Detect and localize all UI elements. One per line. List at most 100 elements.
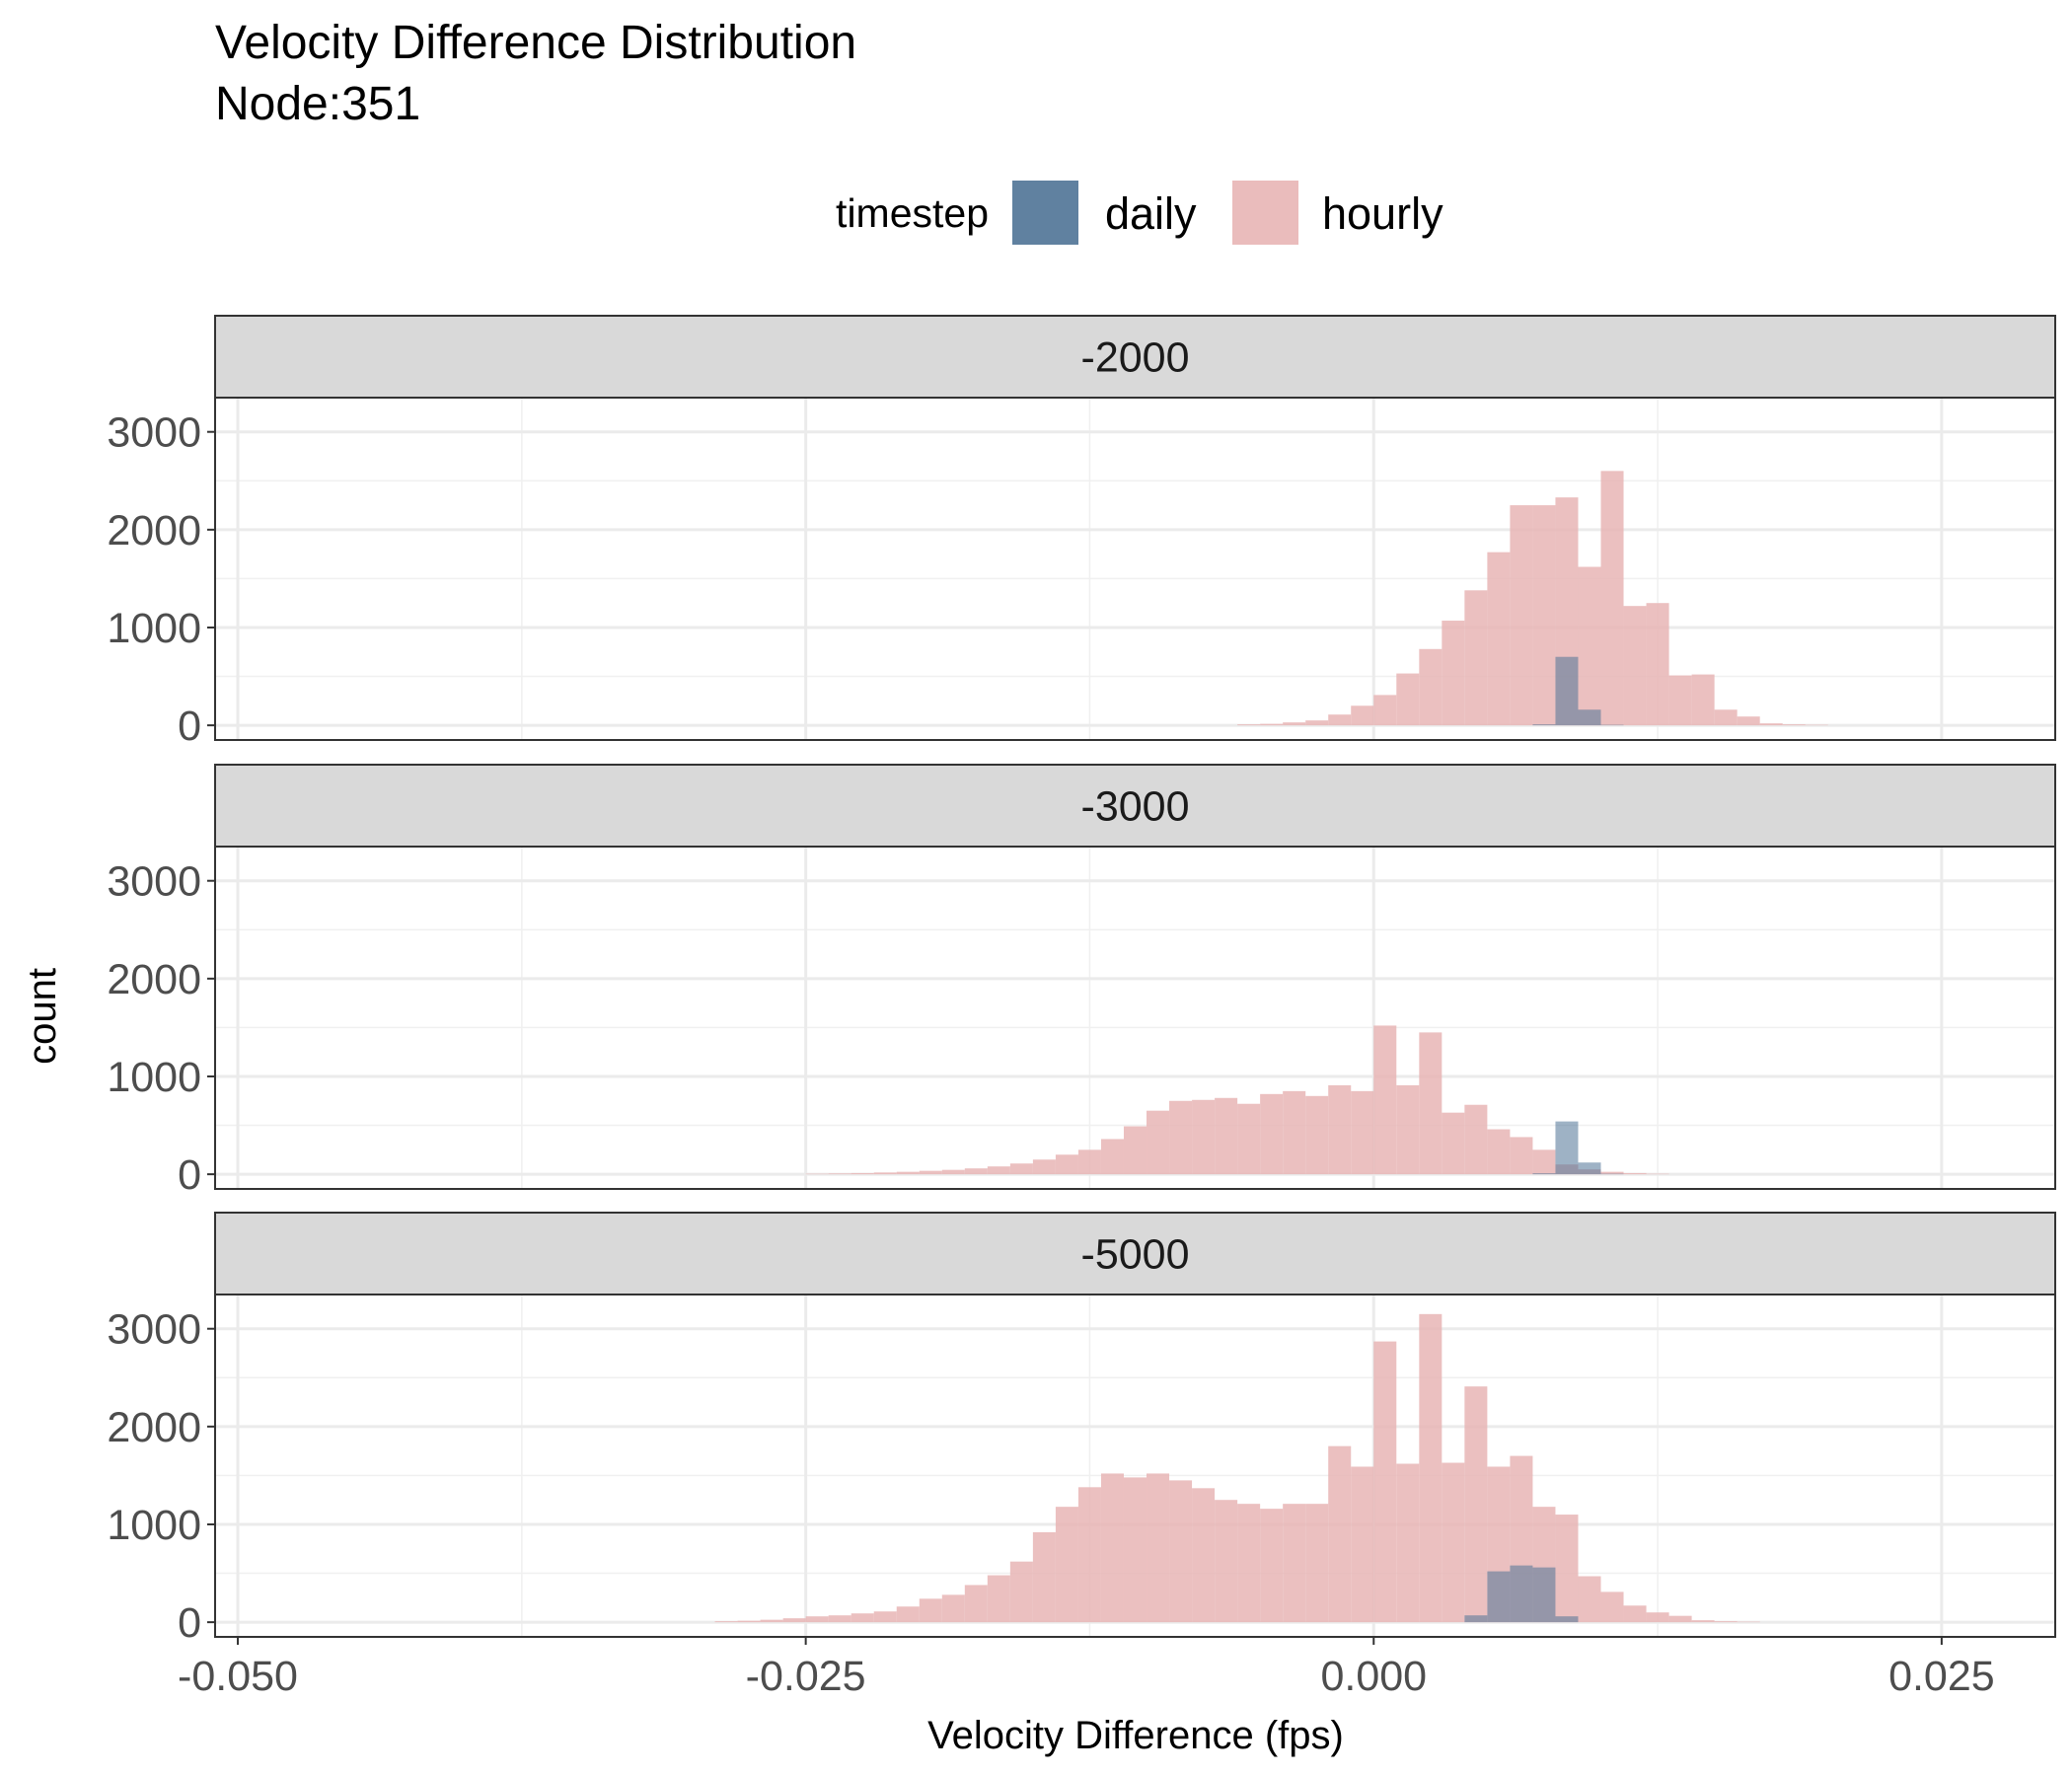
hourly-bar	[1396, 673, 1420, 726]
hourly-series	[714, 1313, 1760, 1623]
hourly-bar	[1237, 1103, 1261, 1175]
hourly-bar	[964, 1585, 988, 1623]
daily-bar	[1532, 724, 1556, 726]
hourly-bar	[1305, 1504, 1329, 1623]
legend-label-hourly: hourly	[1322, 188, 1443, 239]
hourly-bar	[1396, 1084, 1420, 1175]
y-axis-label: count	[21, 968, 64, 1065]
hourly-bar	[1100, 1473, 1124, 1623]
panel-border	[214, 1294, 2056, 1638]
y-tick-label: 3000	[107, 858, 201, 906]
hourly-bar	[873, 1172, 897, 1175]
y-tick-label: 3000	[107, 409, 201, 457]
daily-bar	[1510, 1565, 1533, 1623]
y-tick-label: 1000	[107, 1054, 201, 1101]
hourly-bar	[1555, 1515, 1579, 1623]
daily-bar	[1555, 1121, 1579, 1175]
daily-bar	[1532, 1567, 1556, 1623]
y-tick-label: 2000	[107, 956, 201, 1003]
hourly-bar	[1578, 566, 1601, 726]
hourly-bar	[1623, 606, 1647, 726]
facet-strip-label: -2000	[1081, 334, 1190, 382]
hourly-bar	[1237, 1504, 1261, 1623]
hourly-bar	[714, 1621, 738, 1623]
panel-border	[214, 397, 2056, 741]
hourly-bar	[1055, 1507, 1078, 1623]
daily-bar	[1578, 1162, 1601, 1175]
hourly-bar	[1192, 1488, 1216, 1623]
hourly-bar	[1215, 1097, 1238, 1175]
daily-bar	[1555, 1616, 1579, 1623]
hourly-bar	[896, 1606, 920, 1623]
hourly-bar	[1737, 716, 1760, 726]
hourly-bar	[1032, 1531, 1056, 1623]
hourly-bar	[1623, 1172, 1647, 1175]
hourly-bar	[1328, 1445, 1352, 1623]
hourly-bar	[1147, 1473, 1170, 1623]
facet-panels: -20000100020003000-30000100020003000-500…	[107, 315, 2056, 1647]
daily-bar	[1532, 1173, 1556, 1175]
y-axis: 0 1000 2000 3000	[107, 409, 215, 750]
hourly-bar	[1351, 705, 1374, 726]
hourly-bar	[1419, 648, 1443, 726]
hourly-bar	[1668, 675, 1692, 726]
daily-bar	[1578, 709, 1601, 726]
x-tick-label: -0.025	[746, 1653, 866, 1700]
hourly-bar	[1487, 552, 1511, 726]
x-axis-label: Velocity Difference (fps)	[927, 1714, 1344, 1757]
facet-panel-2: -5000 0 1000 2000 3000	[107, 1212, 2056, 1647]
daily-bar	[1555, 656, 1579, 726]
hourly-bar	[1442, 1462, 1465, 1623]
hourly-bar	[873, 1611, 897, 1623]
hourly-series	[1237, 471, 1828, 726]
hourly-bar	[1260, 1509, 1284, 1623]
y-axis: 0 1000 2000 3000	[107, 858, 215, 1199]
daily-bar	[1487, 1571, 1511, 1623]
hourly-bar	[1578, 1576, 1601, 1623]
daily-series	[1532, 1121, 1624, 1175]
hourly-bar	[1668, 1615, 1692, 1623]
hourly-bar	[1646, 1612, 1669, 1623]
facet-panel-1: -3000 0 1000 2000 3000	[107, 764, 2056, 1199]
gridlines	[215, 398, 2055, 740]
hourly-bar	[1464, 1104, 1488, 1175]
y-tick-label: 2000	[107, 507, 201, 555]
hourly-bar	[760, 1619, 783, 1623]
hourly-bar	[828, 1173, 851, 1175]
hourly-bar	[1442, 621, 1465, 726]
daily-series	[1464, 1565, 1579, 1623]
legend-key-hourly	[1232, 181, 1298, 245]
y-tick-label: 1000	[107, 605, 201, 652]
hourly-bar	[1305, 720, 1329, 726]
legend-key-daily	[1012, 181, 1078, 245]
hourly-bar	[1782, 724, 1806, 726]
hourly-bar	[1123, 1126, 1147, 1175]
panel-border	[214, 846, 2056, 1190]
hourly-bar	[1623, 1605, 1647, 1623]
hourly-bar	[1009, 1561, 1033, 1623]
hourly-bar	[941, 1594, 965, 1623]
hourly-bar	[941, 1169, 965, 1175]
hourly-bar	[1373, 1341, 1397, 1623]
facet-panel-0: -2000 0 1000 2000 3000	[107, 315, 2056, 750]
hourly-bar	[1532, 505, 1556, 726]
hourly-series	[805, 1025, 1669, 1175]
legend: timestep daily hourly	[836, 181, 1443, 245]
hourly-bar	[1487, 1129, 1511, 1175]
hourly-bar	[919, 1170, 942, 1175]
hourly-bar	[1351, 1466, 1374, 1623]
hourly-bar	[851, 1172, 874, 1175]
facet-strip-label: -3000	[1081, 783, 1190, 831]
hourly-bar	[1600, 1591, 1624, 1623]
hourly-bar	[805, 1616, 829, 1623]
hourly-bar	[1077, 1487, 1101, 1623]
hourly-bar	[919, 1598, 942, 1623]
hourly-bar	[1464, 1386, 1488, 1623]
hourly-bar	[1077, 1149, 1101, 1175]
hourly-bar	[1032, 1159, 1056, 1175]
y-tick-label: 2000	[107, 1404, 201, 1451]
hourly-bar	[1510, 505, 1533, 726]
x-tick-label: 0.025	[1888, 1653, 1995, 1700]
hourly-bar	[1714, 1621, 1738, 1623]
